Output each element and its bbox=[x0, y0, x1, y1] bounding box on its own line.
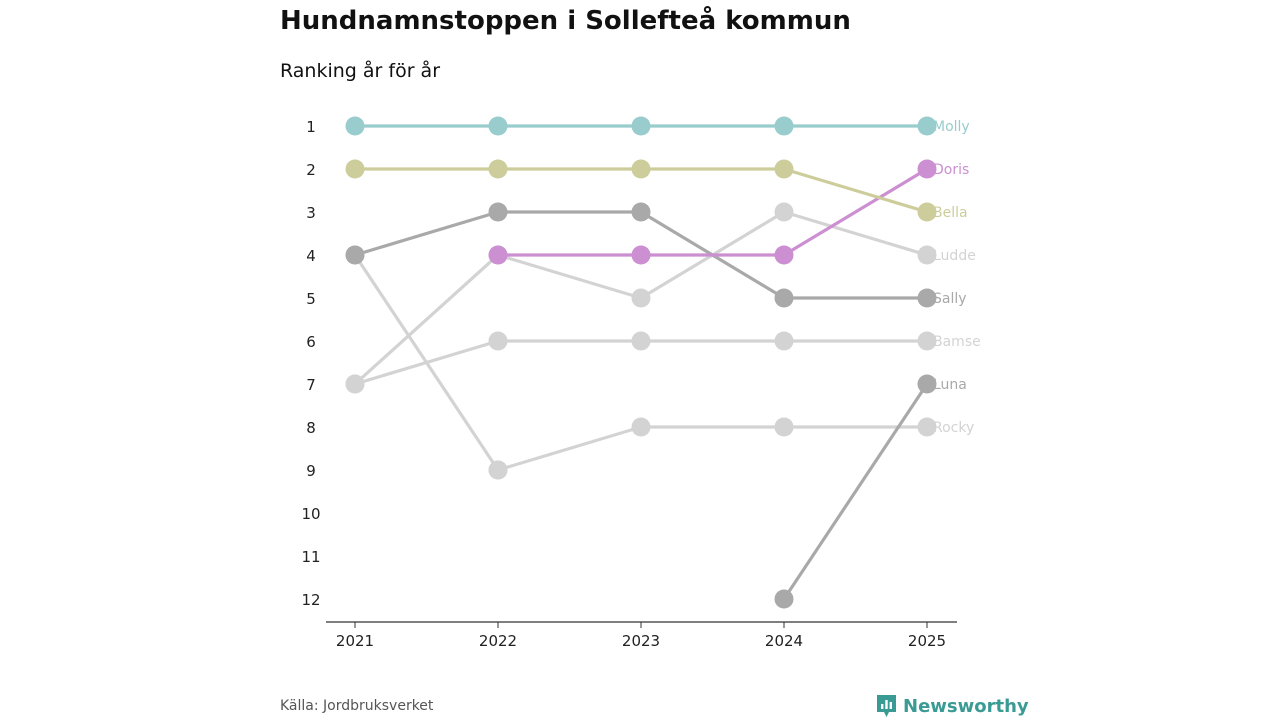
series-line-rocky bbox=[497, 425, 927, 472]
y-tick-label-12: 12 bbox=[301, 591, 320, 609]
point-sally-2024 bbox=[774, 288, 794, 308]
point-bella-2024 bbox=[774, 159, 794, 179]
point-rocky-2024 bbox=[774, 417, 794, 437]
source-note: Källa: Jordbruksverket bbox=[280, 698, 434, 714]
point-bella-2022 bbox=[488, 159, 508, 179]
point-bella-2023 bbox=[631, 159, 651, 179]
point-ludde2-2024 bbox=[774, 202, 794, 222]
end-label-rocky: Rocky bbox=[933, 420, 974, 436]
brand-logo: Newsworthy bbox=[876, 694, 1029, 718]
point-doris-2025 bbox=[917, 159, 937, 179]
point-molly-2024 bbox=[774, 116, 794, 136]
y-tick-label-10: 10 bbox=[301, 505, 320, 523]
end-label-ludde: Ludde bbox=[933, 248, 976, 264]
point-sally-2023 bbox=[631, 202, 651, 222]
end-label-doris: Doris bbox=[933, 162, 969, 178]
point-ludde2-2023 bbox=[631, 288, 651, 308]
point-bamse-2023 bbox=[631, 331, 651, 351]
point-molly-2021 bbox=[345, 116, 365, 136]
point-bamse-2022 bbox=[488, 331, 508, 351]
point-sally-2021 bbox=[345, 245, 365, 265]
point-doris-2023 bbox=[631, 245, 651, 265]
x-tick-label-2023: 2023 bbox=[622, 632, 660, 650]
newsworthy-logo-icon bbox=[877, 695, 896, 717]
series-line-doris bbox=[498, 167, 928, 257]
end-label-bella: Bella bbox=[933, 205, 968, 221]
brand-name: Newsworthy bbox=[903, 695, 1029, 717]
point-molly-2025 bbox=[917, 116, 937, 136]
x-tick-label-2024: 2024 bbox=[765, 632, 803, 650]
y-tick-label-9: 9 bbox=[306, 462, 316, 480]
point-molly-2023 bbox=[631, 116, 651, 136]
point-bella-2021 bbox=[345, 159, 365, 179]
point-ludde2-2021 bbox=[345, 374, 365, 394]
point-bamse-2025 bbox=[917, 331, 937, 351]
point-rocky-2025 bbox=[917, 417, 937, 437]
point-molly-2022 bbox=[488, 116, 508, 136]
series-line-ludde bbox=[353, 254, 500, 471]
y-tick-label-7: 7 bbox=[306, 376, 316, 394]
series-line-luna bbox=[782, 383, 929, 600]
point-sally-2022 bbox=[488, 202, 508, 222]
end-label-bamse: Bamse bbox=[933, 334, 981, 350]
y-tick-label-6: 6 bbox=[306, 333, 316, 351]
y-tick-label-5: 5 bbox=[306, 290, 316, 308]
end-label-sally: Sally bbox=[933, 291, 967, 307]
point-ludde-2022 bbox=[488, 460, 508, 480]
point-luna-2024 bbox=[774, 589, 794, 609]
x-tick-label-2021: 2021 bbox=[336, 632, 374, 650]
end-label-molly: Molly bbox=[933, 119, 970, 135]
point-bamse-2024 bbox=[774, 331, 794, 351]
point-doris-2024 bbox=[774, 245, 794, 265]
point-bella-2025 bbox=[917, 202, 937, 222]
end-label-luna: Luna bbox=[933, 377, 967, 393]
y-tick-label-4: 4 bbox=[306, 247, 316, 265]
x-tick-label-2022: 2022 bbox=[479, 632, 517, 650]
chart-subtitle: Ranking år för år bbox=[280, 60, 441, 82]
point-rocky-2023 bbox=[631, 417, 651, 437]
point-sally-2025 bbox=[917, 288, 937, 308]
point-ludde2-2025 bbox=[917, 245, 937, 265]
y-tick-label-11: 11 bbox=[301, 548, 320, 566]
y-tick-label-1: 1 bbox=[306, 118, 316, 136]
point-doris-2022 bbox=[488, 245, 508, 265]
y-tick-label-8: 8 bbox=[306, 419, 316, 437]
point-luna-2025 bbox=[917, 374, 937, 394]
chart-title: Hundnamnstoppen i Sollefteå kommun bbox=[280, 6, 851, 36]
y-tick-label-3: 3 bbox=[306, 204, 316, 222]
x-tick-label-2025: 2025 bbox=[908, 632, 946, 650]
y-tick-label-2: 2 bbox=[306, 161, 316, 179]
